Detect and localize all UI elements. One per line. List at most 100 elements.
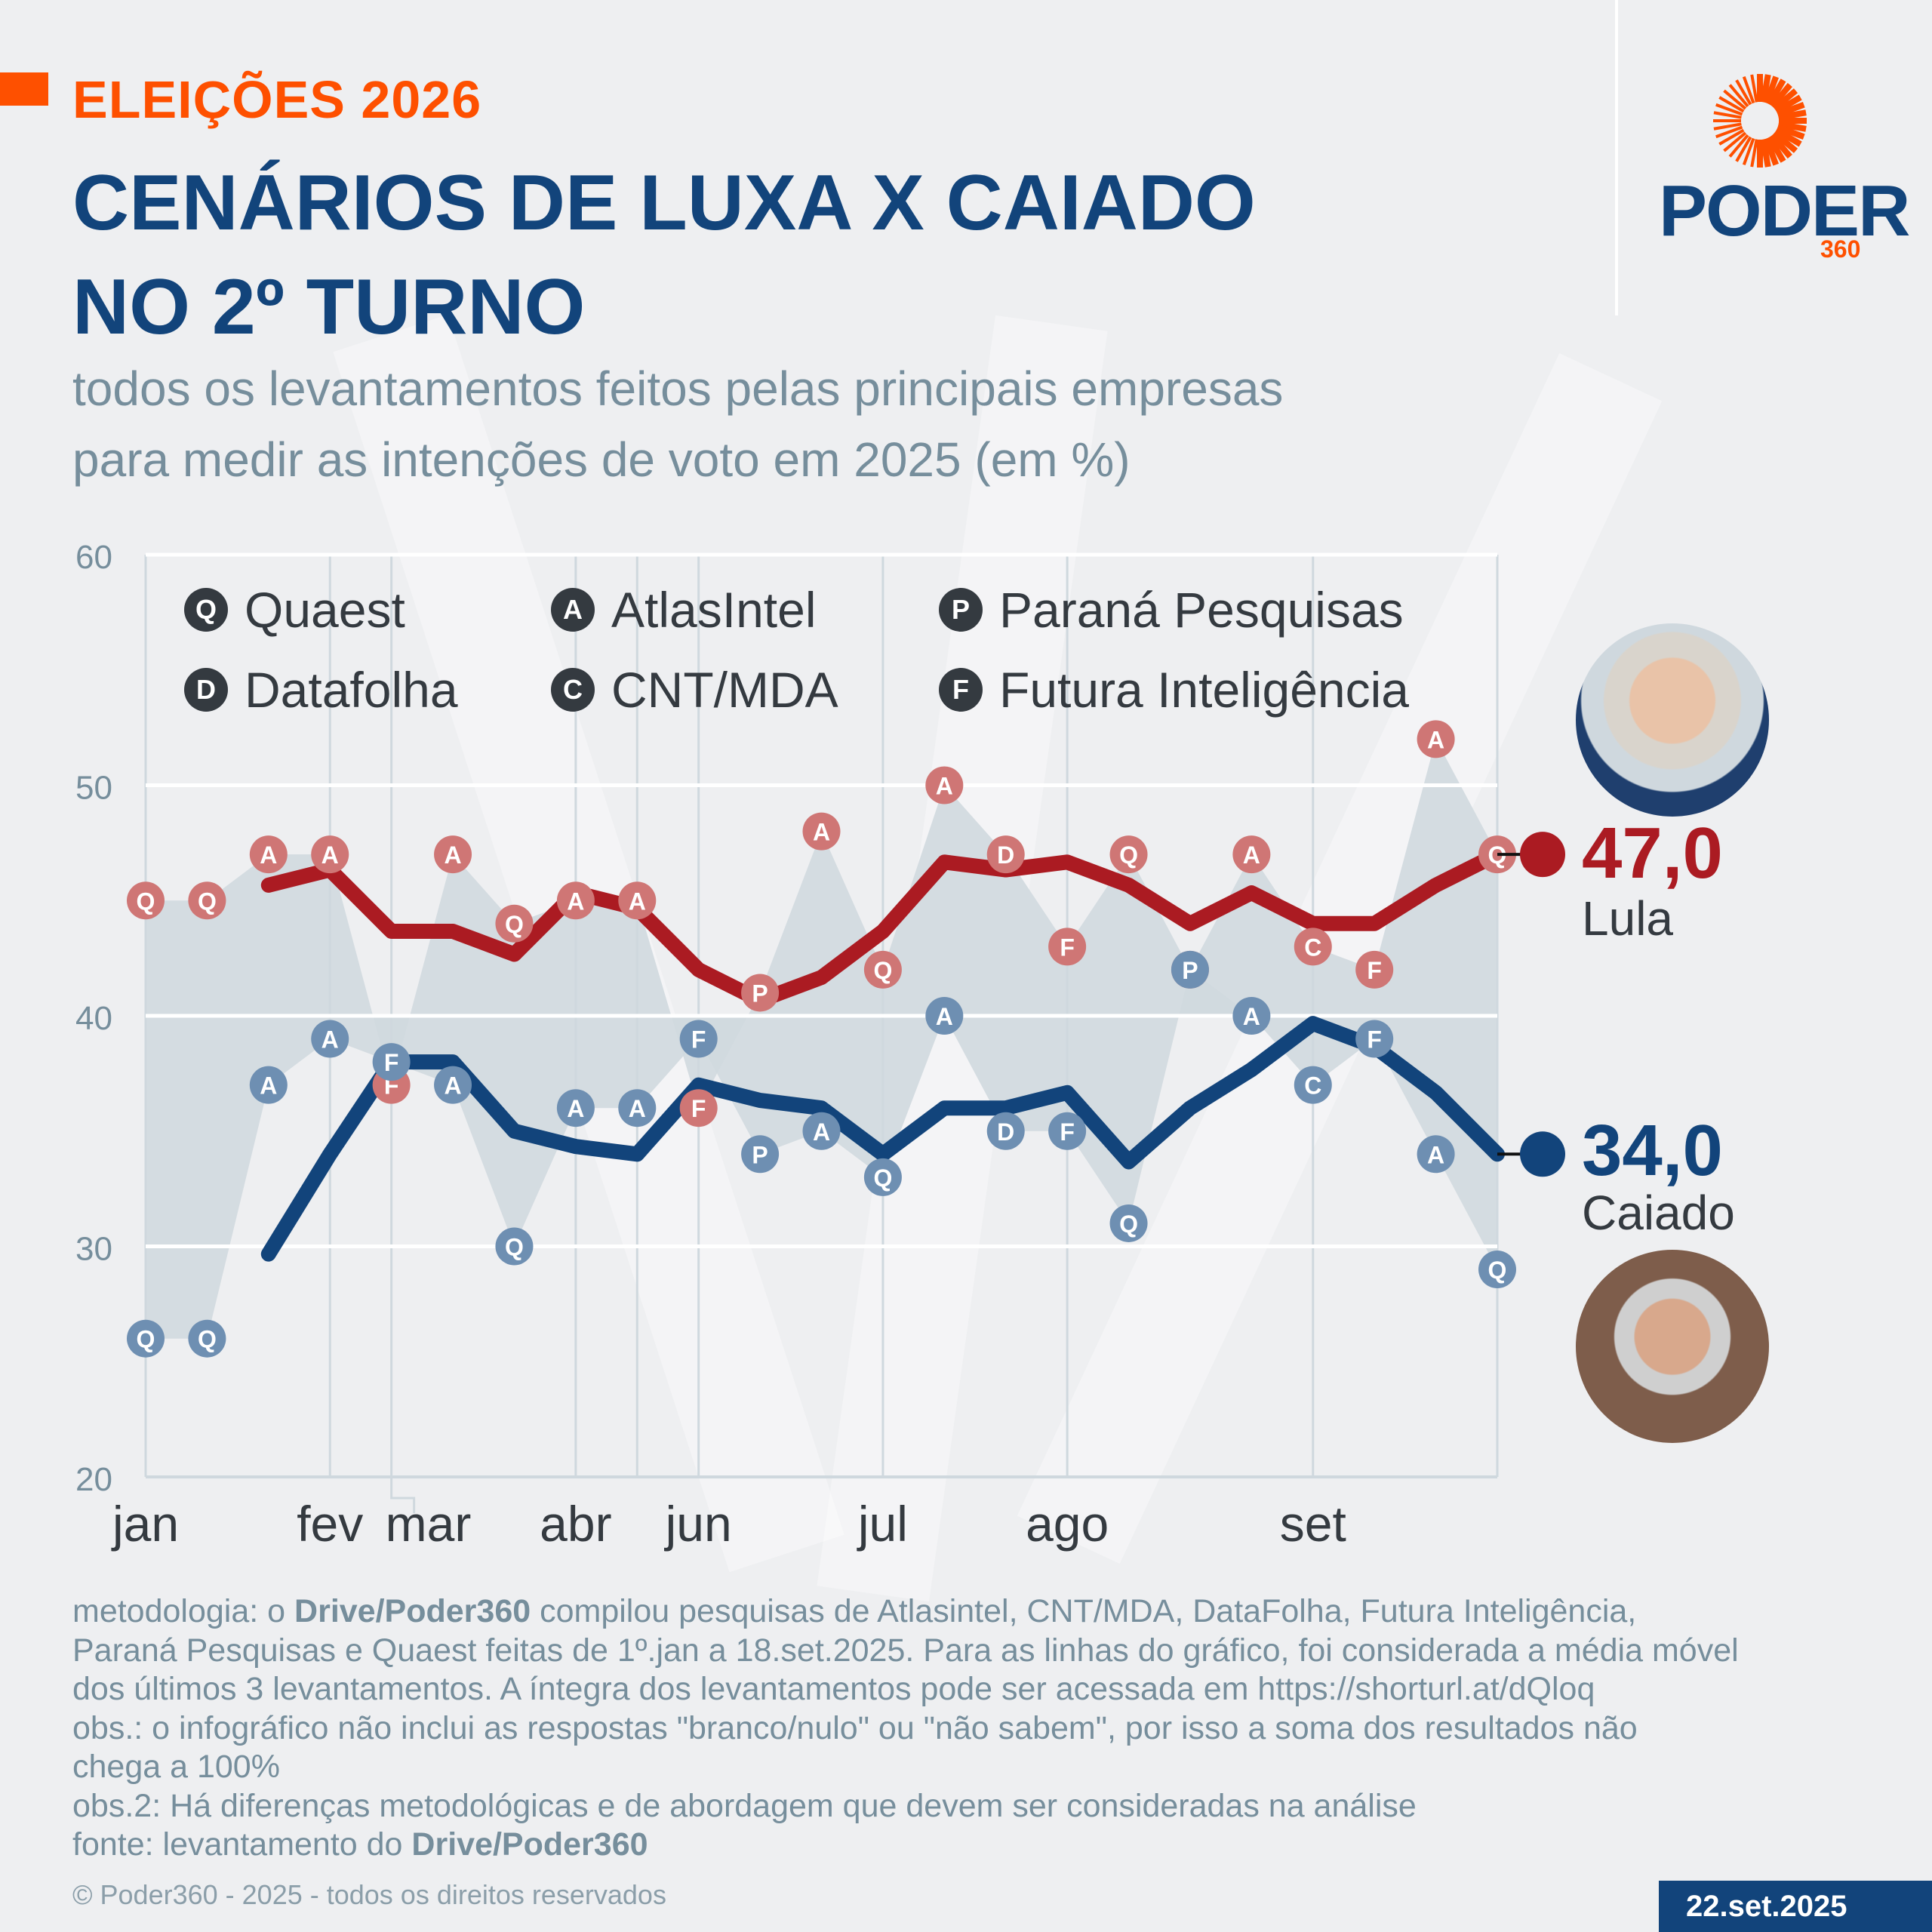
caiado-name-label: Caiado: [1582, 1186, 1735, 1240]
date-badge: 22.set.2025: [1659, 1881, 1932, 1932]
marker-label: A: [813, 819, 830, 846]
marker-label: A: [444, 841, 461, 869]
lula-poll-marker: A: [802, 812, 841, 851]
marker-circle: [311, 1020, 349, 1058]
note-line: chega a 100%: [72, 1749, 280, 1785]
source-line: fonte: levantamento do Drive/Poder360: [72, 1826, 648, 1863]
sun-ray: [1742, 76, 1755, 104]
cnt-mda-badge-icon: C: [551, 668, 595, 712]
marker-label: F: [691, 1026, 706, 1054]
sun-ray: [1735, 79, 1752, 106]
marker-circle: [741, 974, 780, 1012]
marker-circle: [188, 1319, 226, 1358]
month-label: abr: [540, 1496, 611, 1552]
marker-circle: [249, 1066, 288, 1104]
marker-circle: [127, 881, 165, 920]
legend-item-parana-pesquisas: P Paraná Pesquisas: [939, 581, 1404, 638]
caiado-poll-marker: A: [556, 1089, 595, 1128]
caiado-poll-marker: A: [925, 997, 964, 1035]
caiado-poll-marker: Q: [863, 1158, 902, 1196]
marker-circle: [1109, 835, 1148, 874]
subtitle-line-1: todos os levantamentos feitos pelas prin…: [72, 361, 1284, 416]
sun-ray: [1770, 82, 1792, 109]
sun-ray: [1728, 134, 1749, 158]
marker-label: D: [997, 841, 1014, 869]
y-tick-label: 40: [75, 1000, 112, 1037]
sun-ray: [1742, 137, 1755, 165]
sun-ray: [1760, 138, 1771, 168]
legend-item-datafolha: D Datafolha: [184, 661, 458, 718]
marker-label: A: [260, 1072, 277, 1100]
title-line-1: CENÁRIOS DE LUXA X CAIADO: [72, 159, 1256, 247]
lula-photo: [1576, 623, 1769, 817]
caiado-poll-marker: Q: [127, 1319, 165, 1358]
sun-ray: [1760, 74, 1771, 103]
legend-item-quaest: Q Quaest: [184, 581, 405, 638]
caiado-poll-marker: C: [1294, 1066, 1332, 1104]
marker-circle: [1417, 720, 1455, 758]
marker-label: F: [691, 1095, 706, 1122]
caiado-poll-marker: A: [802, 1112, 841, 1150]
legend-item-futura: F Futura Inteligência: [939, 661, 1409, 718]
caiado-poll-marker: A: [434, 1066, 472, 1104]
poder360-sun-icon: [1713, 74, 1807, 168]
y-tick-label: 20: [75, 1461, 112, 1498]
legend-item-atlasintel: A AtlasIntel: [551, 581, 816, 638]
caiado-poll-marker: A: [618, 1089, 657, 1128]
marker-circle: [372, 1043, 411, 1081]
sun-ray: [1772, 88, 1798, 111]
y-tick-label: 60: [75, 539, 112, 576]
lula-poll-marker: Q: [188, 881, 226, 920]
lula-poll-marker: Q: [127, 881, 165, 920]
lula-poll-marker: P: [741, 974, 780, 1012]
lula-poll-marker: F: [1355, 950, 1394, 989]
marker-circle: [1048, 928, 1087, 966]
marker-circle: [1232, 997, 1271, 1035]
marker-circle: [925, 766, 964, 804]
marker-label: A: [1427, 726, 1444, 753]
y-tick-label: 30: [75, 1231, 112, 1268]
marker-label: Q: [137, 1326, 155, 1353]
sun-ray: [1777, 102, 1805, 118]
marker-label: P: [1182, 957, 1198, 984]
marker-circle: [1478, 1251, 1516, 1289]
marker-label: A: [321, 1026, 339, 1054]
lula-poll-marker: A: [1417, 720, 1455, 758]
legend-label: Paraná Pesquisas: [999, 582, 1404, 638]
marker-label: Q: [873, 957, 892, 984]
legend-label: AtlasIntel: [611, 582, 817, 638]
marker-label: A: [629, 888, 646, 915]
marker-label: C: [1304, 934, 1321, 961]
marker-label: Q: [505, 1234, 524, 1261]
caiado-poll-marker: F: [679, 1020, 718, 1058]
marker-label: F: [1060, 934, 1075, 961]
sun-ray: [1770, 133, 1792, 159]
marker-label: A: [1427, 1141, 1444, 1168]
caiado-poll-marker: A: [249, 1066, 288, 1104]
sun-ray: [1715, 125, 1743, 139]
marker-circle: [925, 997, 964, 1035]
month-label: fev: [297, 1496, 363, 1552]
caiado-poll-marker: A: [1232, 997, 1271, 1035]
caiado-poll-marker: Q: [188, 1319, 226, 1358]
marker-label: Q: [1119, 841, 1138, 869]
marker-circle: [1109, 1204, 1148, 1242]
marker-circle: [127, 1319, 165, 1358]
sun-ray: [1723, 131, 1747, 152]
caiado-poll-marker: F: [1355, 1020, 1394, 1058]
month-label: set: [1280, 1496, 1346, 1552]
marker-circle: [556, 1089, 595, 1128]
lula-poll-marker: Q: [1109, 835, 1148, 874]
parana-badge-icon: P: [939, 588, 983, 632]
marker-label: A: [321, 841, 339, 869]
caiado-poll-marker: F: [372, 1043, 411, 1081]
lula-poll-marker: A: [311, 835, 349, 874]
marker-circle: [741, 1135, 780, 1174]
caiado-poll-marker: P: [741, 1135, 780, 1174]
lula-poll-marker: F: [1048, 928, 1087, 966]
caiado-poll-marker: Q: [1478, 1251, 1516, 1289]
sun-ray: [1718, 128, 1745, 146]
marker-circle: [249, 835, 288, 874]
lula-poll-marker: A: [618, 881, 657, 920]
marker-circle: [556, 881, 595, 920]
